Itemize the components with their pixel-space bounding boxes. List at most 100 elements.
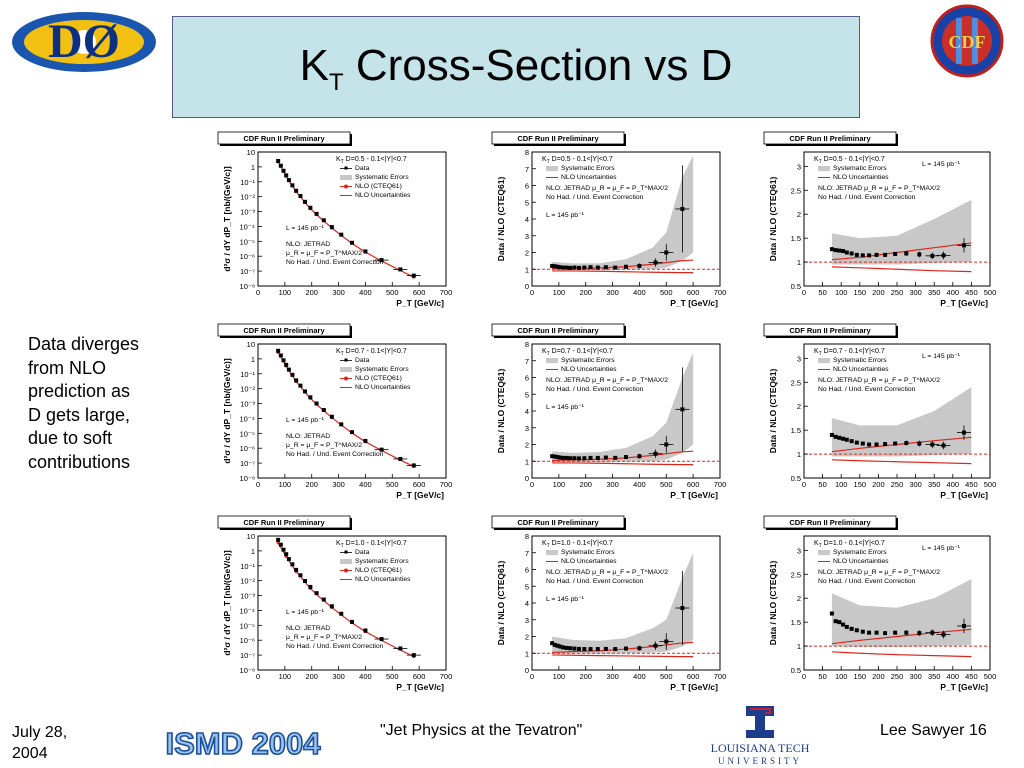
- y-tick-label: 8: [525, 148, 529, 157]
- y-tick-label: 1: [797, 642, 801, 651]
- data-point: [568, 456, 573, 461]
- systematic-band: [552, 552, 694, 654]
- chart-header: KT D=1.0 - 0.1<|Y|<0.7: [542, 540, 613, 549]
- data-point: [411, 463, 416, 468]
- x-tick-label: 400: [633, 672, 646, 681]
- x-tick-label: 250: [891, 480, 904, 489]
- side-text-line: Data diverges: [28, 334, 140, 354]
- x-tick-label: 500: [660, 288, 673, 297]
- data-point: [941, 253, 946, 258]
- chart-annotation: NLO: JETRAD: [286, 433, 330, 440]
- y-tick-label: 10⁻³: [240, 592, 255, 601]
- data-point: [841, 436, 846, 441]
- legend-marker: [344, 166, 348, 170]
- data-point: [286, 367, 291, 372]
- legend-label: NLO Uncertainties: [833, 558, 889, 565]
- data-point: [572, 265, 577, 270]
- data-point: [613, 647, 618, 652]
- y-tick-label: 5: [525, 390, 529, 399]
- data-point: [329, 604, 334, 609]
- data-point: [837, 620, 842, 625]
- legend-label: NLO Uncertainties: [561, 174, 617, 181]
- data-point: [867, 442, 872, 447]
- x-tick-label: 500: [660, 480, 673, 489]
- legend-swatch: [340, 559, 352, 564]
- y-axis-label: d²σ / dY dP_T [nb/(GeV/c)]: [222, 358, 232, 463]
- x-tick-label: 500: [984, 480, 997, 489]
- chart-panel: CDF Run II Preliminary 0 100 200 300 400 500 60…: [217, 515, 452, 692]
- x-tick-label: 600: [687, 288, 700, 297]
- chart-badge-text: CDF Run II Preliminary: [517, 326, 599, 335]
- chart-annotation: μ_R = μ_F = P_T^MAX/2: [286, 250, 362, 257]
- legend-swatch: [546, 550, 558, 555]
- data-point: [930, 253, 935, 258]
- legend-label: NLO Uncertainties: [355, 384, 411, 391]
- chart-badge-text: CDF Run II Preliminary: [243, 518, 325, 527]
- y-axis-label: Data / NLO (CTEQ61): [768, 177, 778, 262]
- data-point: [603, 455, 608, 460]
- chart-annotation: L = 145 pb⁻¹: [922, 161, 961, 168]
- x-tick-label: 700: [440, 288, 453, 297]
- x-tick-label: 200: [305, 288, 318, 297]
- chart-badge-text: CDF Run II Preliminary: [243, 134, 325, 143]
- y-tick-label: 3: [525, 616, 529, 625]
- data-point: [624, 646, 628, 651]
- data-point: [624, 264, 628, 269]
- data-point: [276, 348, 281, 353]
- data-point: [829, 247, 834, 252]
- x-tick-label: 400: [359, 480, 372, 489]
- legend-label: Systematic Errors: [355, 174, 409, 181]
- legend-label: Systematic Errors: [833, 549, 887, 556]
- data-point: [558, 455, 563, 460]
- data-point: [833, 434, 838, 439]
- y-tick-label: 2.5: [791, 570, 801, 579]
- chart-annotation: L = 145 pb⁻¹: [546, 404, 585, 411]
- title-rest: Cross-Section vs D: [343, 41, 733, 90]
- y-tick-label: 4: [525, 215, 529, 224]
- chart-annotation: NLO: JETRAD μ_R = μ_F = P_T^MAX/2: [818, 185, 940, 192]
- y-tick-label: 0.5: [791, 666, 801, 675]
- data-point: [294, 378, 299, 383]
- chart-annotation: No Had. / Und. Event Correction: [818, 194, 916, 201]
- x-tick-label: 200: [579, 672, 592, 681]
- data-point: [284, 173, 289, 178]
- data-point: [558, 644, 563, 649]
- nlo-uncertainty-lower: [552, 270, 694, 274]
- x-tick-label: 100: [279, 480, 292, 489]
- x-tick-label: 0: [802, 480, 806, 489]
- data-point: [595, 265, 600, 270]
- y-tick-label: 3: [525, 424, 529, 433]
- x-tick-label: 300: [909, 288, 922, 297]
- data-point: [284, 362, 289, 367]
- chart-header: KT D=1.0 - 0.1<|Y|<0.7: [336, 540, 407, 549]
- systematic-band: [831, 387, 972, 457]
- side-text-line: prediction as: [28, 381, 131, 401]
- chart-annotation: NLO: JETRAD μ_R = μ_F = P_T^MAX/2: [546, 569, 668, 576]
- x-tick-label: 50: [818, 288, 826, 297]
- data-point: [844, 437, 849, 442]
- x-tick-label: 450: [965, 672, 978, 681]
- x-tick-label: 200: [872, 672, 885, 681]
- data-point: [290, 562, 295, 567]
- data-point: [281, 547, 286, 552]
- x-tick-label: 200: [305, 672, 318, 681]
- data-point: [560, 455, 565, 460]
- data-point: [379, 258, 384, 263]
- data-point: [411, 273, 416, 278]
- chart-header: KT D=0.7 - 0.1<|Y|<0.7: [336, 348, 407, 357]
- y-tick-label: 3: [525, 232, 529, 241]
- data-point: [379, 447, 384, 452]
- x-tick-label: 0: [256, 480, 260, 489]
- data-point: [653, 643, 658, 648]
- data-point: [276, 158, 281, 163]
- chart-header: KT D=0.7 - 0.1<|Y|<0.7: [542, 348, 613, 357]
- data-point: [314, 401, 319, 406]
- data-point: [350, 240, 354, 245]
- legend-swatch: [818, 166, 830, 171]
- data-point: [314, 591, 319, 596]
- data-point: [595, 647, 600, 652]
- chart-header: KT D=0.7 - 0.1<|Y|<0.7: [814, 348, 885, 357]
- y-tick-label: 2: [797, 594, 801, 603]
- data-point: [849, 439, 854, 444]
- data-point: [552, 454, 557, 459]
